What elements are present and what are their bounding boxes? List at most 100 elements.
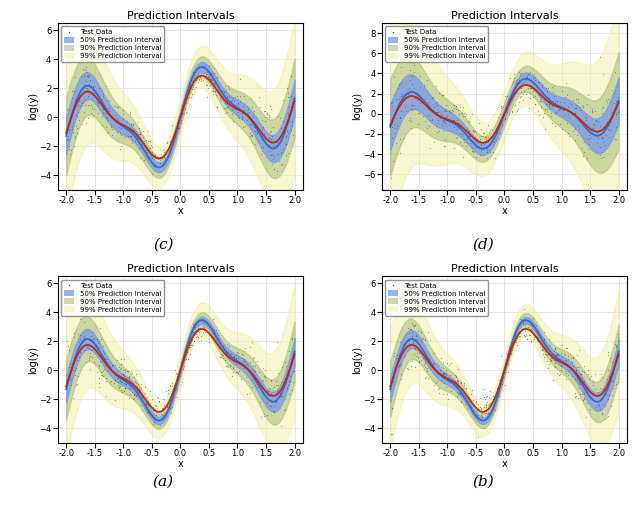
Point — [419, 81, 429, 90]
Point — [556, 349, 566, 357]
Point — [611, 341, 621, 349]
Y-axis label: log(y): log(y) — [28, 346, 38, 374]
Point — [104, 103, 114, 111]
Point — [603, 95, 613, 103]
Point — [485, 126, 495, 134]
Point — [283, 381, 293, 389]
Point — [483, 121, 493, 129]
Point — [185, 343, 195, 351]
Point — [457, 130, 467, 138]
Point — [598, 70, 608, 78]
Point — [509, 332, 519, 340]
Point — [589, 107, 600, 115]
Point — [147, 394, 157, 403]
Point — [561, 79, 571, 88]
Point — [243, 112, 253, 121]
Point — [465, 139, 475, 147]
Point — [506, 106, 516, 115]
Point — [595, 151, 605, 159]
Point — [84, 72, 94, 80]
Point — [456, 397, 467, 405]
Point — [532, 336, 542, 345]
Point — [433, 108, 443, 116]
Point — [172, 376, 182, 384]
Point — [83, 84, 93, 92]
Point — [525, 83, 535, 92]
Point — [119, 379, 129, 387]
Point — [550, 359, 560, 367]
Point — [275, 114, 285, 122]
Point — [178, 102, 188, 110]
Point — [201, 70, 211, 78]
Point — [282, 83, 292, 92]
Point — [593, 134, 603, 142]
Point — [92, 335, 102, 344]
Point — [408, 101, 419, 109]
Point — [412, 335, 422, 344]
Point — [579, 394, 589, 402]
Point — [442, 359, 452, 367]
Point — [453, 377, 463, 385]
Point — [552, 106, 563, 114]
Point — [494, 387, 504, 395]
Point — [246, 383, 257, 391]
Point — [538, 82, 548, 91]
Point — [604, 121, 614, 129]
Point — [475, 151, 485, 159]
Point — [461, 405, 472, 413]
Point — [113, 123, 123, 131]
Point — [483, 402, 493, 410]
Point — [241, 116, 252, 124]
Point — [608, 377, 618, 385]
Point — [79, 72, 89, 80]
Point — [86, 109, 96, 117]
Point — [452, 125, 462, 133]
Point — [118, 370, 128, 378]
Point — [282, 129, 292, 137]
Point — [188, 68, 198, 76]
Point — [285, 377, 295, 385]
Point — [476, 140, 486, 149]
Point — [561, 375, 572, 383]
Point — [202, 81, 212, 89]
Point — [125, 382, 136, 390]
Point — [205, 76, 216, 84]
Point — [588, 381, 598, 389]
Point — [410, 321, 420, 329]
Point — [184, 338, 194, 346]
Point — [490, 391, 500, 400]
Point — [131, 390, 141, 398]
Point — [255, 413, 266, 421]
Point — [563, 103, 573, 111]
Point — [130, 136, 140, 145]
Point — [475, 394, 485, 402]
Point — [65, 126, 75, 134]
Point — [122, 367, 132, 375]
Point — [249, 107, 259, 116]
Point — [579, 152, 589, 160]
Point — [83, 354, 93, 362]
Point — [575, 103, 586, 111]
Point — [611, 354, 621, 362]
Point — [225, 349, 236, 357]
Point — [158, 146, 168, 154]
Point — [84, 345, 94, 353]
Point — [214, 94, 225, 102]
Point — [392, 363, 403, 371]
Point — [266, 402, 276, 410]
Point — [425, 365, 435, 373]
Point — [131, 130, 141, 138]
Point — [288, 367, 298, 375]
Point — [204, 62, 214, 70]
Point — [200, 73, 211, 81]
Point — [557, 125, 568, 133]
Point — [115, 364, 125, 373]
Point — [483, 409, 493, 417]
Point — [98, 347, 108, 355]
Point — [438, 369, 448, 377]
Point — [236, 375, 246, 383]
Point — [189, 337, 200, 345]
Point — [471, 399, 481, 407]
Point — [273, 111, 284, 120]
Point — [223, 348, 234, 356]
